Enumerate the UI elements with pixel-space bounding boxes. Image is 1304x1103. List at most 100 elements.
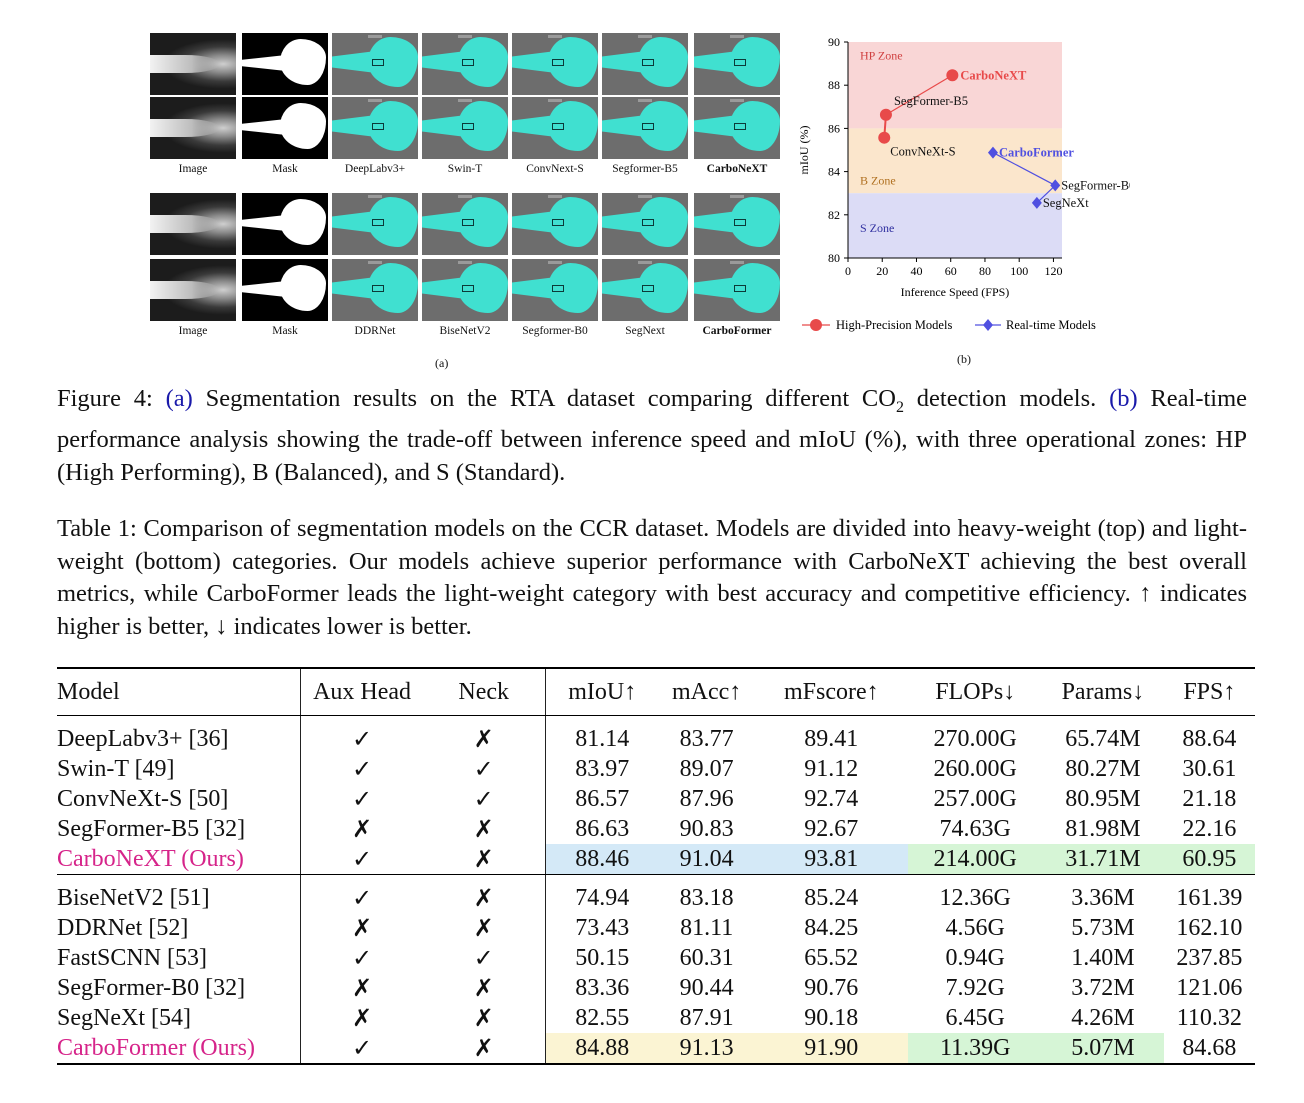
table-row: BiseNetV2 [51] ✓ ✗ 74.94 83.18 85.24 12.36G 3.3… <box>57 874 1255 913</box>
table-cell: 83.36 <box>575 974 630 1001</box>
table-cell: ✓ <box>422 784 546 814</box>
model-name-cell: CarboNeXT (Ours) <box>57 844 302 875</box>
table-cell: ✗ <box>422 874 546 913</box>
model-name-cell: SegNeXt [54] <box>57 1003 302 1033</box>
data-label: SegNeXt <box>1043 196 1089 210</box>
thumbnail-caption: ConvNext-S <box>526 163 584 175</box>
thumbnail-caption: Segformer-B0 <box>522 325 588 337</box>
table-cell: 90.83 <box>679 815 734 842</box>
prediction-thumbnail <box>512 33 598 95</box>
ground-truth-mask-thumbnail <box>242 33 328 95</box>
table-cell: 87.96 <box>679 785 734 812</box>
column-header: Params↓ <box>1042 667 1164 716</box>
column-header: FLOPs↓ <box>908 667 1043 716</box>
prediction-thumbnail <box>602 193 688 255</box>
table-cell: ✗ <box>352 816 373 843</box>
table-cell: ✓ <box>422 754 546 784</box>
table-cell: 3.36M <box>1071 884 1135 911</box>
table-cell: ✓ <box>352 756 373 783</box>
thumbnail-caption: CarboNeXT <box>706 163 768 175</box>
table-cell: 257.00G <box>933 785 1017 812</box>
table-row: DeepLabv3+ [36] ✓ ✗ 81.14 83.77 89.41 270.00G 6… <box>57 715 1255 754</box>
table-cell: 91.13 <box>659 1033 755 1065</box>
column-header: Model <box>57 667 302 716</box>
table-cell: 81.98M <box>1065 815 1141 842</box>
caption-text: Real-time performance analysis showing t… <box>57 385 1248 486</box>
table-cell: 30.61 <box>1182 755 1237 782</box>
table-cell: 50.15 <box>575 944 630 971</box>
subfigure-b-label: (b) <box>957 352 971 366</box>
model-name-cell: CarboFormer (Ours) <box>57 1033 302 1065</box>
table-cell: 80.95M <box>1065 785 1141 812</box>
table-cell: 83.18 <box>679 884 734 911</box>
data-point <box>1050 179 1061 192</box>
table-cell: 6.45G <box>945 1004 1005 1031</box>
model-name-cell: SegFormer-B5 [32] <box>57 814 302 844</box>
x-axis-label: Inference Speed (FPS) <box>901 285 1010 299</box>
ref-link-b[interactable]: (b) <box>1109 385 1138 412</box>
table-cell: 92.67 <box>804 815 859 842</box>
table-cell: 81.14 <box>575 725 630 752</box>
table-header-row: Model Aux Head Neck mIoU↑ mAcc↑ mFscore↑ FLOPs… <box>57 667 1255 716</box>
thumbnail-caption: DeepLabv3+ <box>344 163 406 175</box>
y-tick-label: 82 <box>828 208 840 222</box>
table-cell: 3.72M <box>1071 974 1135 1001</box>
x-tick-label: 80 <box>979 264 991 278</box>
table-cell: 91.12 <box>804 755 859 782</box>
table-cell: 4.56G <box>945 914 1005 941</box>
table-cell: 161.39 <box>1176 884 1243 911</box>
y-tick-label: 80 <box>828 251 840 265</box>
thumbnail-caption: Segformer-B5 <box>612 163 678 175</box>
model-name-cell: BiseNetV2 [51] <box>57 874 302 913</box>
table-cell: 237.85 <box>1176 944 1243 971</box>
prediction-thumbnail <box>602 33 688 95</box>
prediction-thumbnail <box>694 259 780 321</box>
legend-label: High-Precision Models <box>836 318 952 332</box>
model-name-cell: DDRNet [52] <box>57 913 302 943</box>
zone-band <box>848 193 1062 258</box>
table-cell: ✓ <box>300 1033 423 1065</box>
table-cell: ✗ <box>422 913 546 943</box>
y-tick-label: 86 <box>828 121 840 135</box>
table-cell: 11.39G <box>908 1033 1043 1065</box>
table-cell: 60.31 <box>679 944 734 971</box>
caption-text: detection models. <box>916 385 1097 412</box>
thumbnail-caption: DDRNet <box>354 325 396 337</box>
table-cell: ✗ <box>422 1033 546 1065</box>
table-cell: ✗ <box>352 1005 373 1032</box>
legend-marker <box>810 319 822 331</box>
table-row: FastSCNN [53] ✓ ✓ 50.15 60.31 65.52 0.94G 1.40M… <box>57 943 1255 973</box>
y-tick-label: 88 <box>828 78 840 92</box>
table-cell: 84.88 <box>545 1033 660 1065</box>
ground-truth-mask-thumbnail <box>242 259 328 321</box>
table-cell: ✓ <box>352 945 373 972</box>
table-cell: ✗ <box>352 975 373 1002</box>
column-header: mFscore↑ <box>754 667 909 716</box>
data-label: CarboNeXT <box>960 68 1027 82</box>
data-label: CarboFormer <box>999 146 1074 160</box>
prediction-thumbnail <box>422 97 508 159</box>
table-cell: 90.44 <box>679 974 734 1001</box>
model-name-cell: SegFormer-B0 [32] <box>57 973 302 1003</box>
data-point <box>879 108 892 121</box>
model-name-cell: ConvNeXt-S [50] <box>57 784 302 814</box>
ref-link-a[interactable]: (a) <box>165 385 193 412</box>
table-row: ConvNeXt-S [50] ✓ ✓ 86.57 87.96 92.74 257.00G 8… <box>57 784 1255 814</box>
x-tick-label: 20 <box>876 264 888 278</box>
x-tick-label: 40 <box>910 264 922 278</box>
table-cell: 84.68 <box>1163 1033 1255 1065</box>
table-cell: 214.00G <box>908 844 1043 875</box>
prediction-thumbnail <box>694 33 780 95</box>
prediction-thumbnail <box>332 33 418 95</box>
data-label: ConvNeXt-S <box>890 145 955 159</box>
prediction-thumbnail <box>512 259 598 321</box>
thumbnail-caption: Image <box>178 325 208 337</box>
table-body: DeepLabv3+ [36] ✓ ✗ 81.14 83.77 89.41 270.00G 6… <box>57 715 1255 1065</box>
table-cell: 1.40M <box>1071 944 1135 971</box>
table-cell: 83.97 <box>575 755 630 782</box>
table-cell: ✓ <box>352 726 373 753</box>
table-cell: ✗ <box>422 844 546 875</box>
table-cell: 73.43 <box>575 914 630 941</box>
table-row: CarboNeXT (Ours) ✓ ✗ 88.46 91.04 93.81 214.00G… <box>57 844 1255 875</box>
table-row: CarboFormer (Ours) ✓ ✗ 84.88 91.13 91.90 11.39… <box>57 1033 1255 1065</box>
